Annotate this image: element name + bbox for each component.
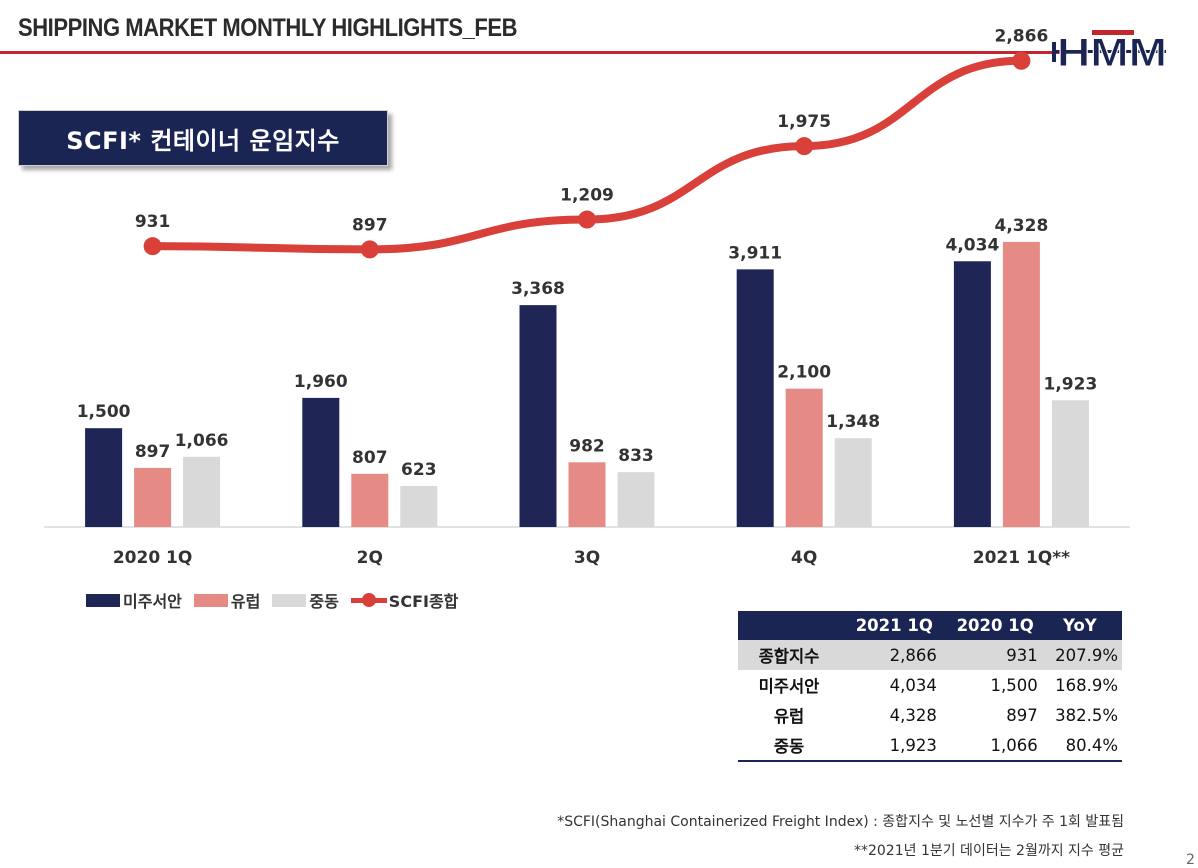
legend-item-scfi: SCFI종합 bbox=[350, 588, 459, 612]
bar-middle-east bbox=[183, 456, 221, 527]
legend-swatch-scfi bbox=[350, 591, 387, 609]
hmm-logo: HMM bbox=[1052, 30, 1168, 76]
x-tick-label: 2021 1Q** bbox=[973, 548, 1070, 568]
table-row: 종합지수 2,866 931 207.9% bbox=[738, 640, 1122, 670]
scfi-point bbox=[360, 240, 379, 259]
bar-us-west bbox=[302, 397, 340, 527]
table-header-2021: 2021 1Q bbox=[840, 611, 941, 640]
legend-swatch-us-west bbox=[86, 593, 120, 607]
legend-label-europe: 유럽 bbox=[230, 592, 261, 611]
bar-europe bbox=[134, 467, 172, 527]
legend-swatch-europe bbox=[193, 593, 228, 607]
bar-europe bbox=[568, 462, 606, 527]
table-header-row: 2021 1Q 2020 1Q YoY bbox=[738, 611, 1122, 640]
row-label: 미주서안 bbox=[758, 677, 820, 696]
table-row: 유럽 4,328 897 382.5% bbox=[738, 700, 1122, 730]
legend-item-europe: 유럽 bbox=[193, 588, 261, 612]
row-label: 중동 bbox=[738, 730, 840, 762]
bar-us-west bbox=[736, 269, 774, 527]
row-label: 유럽 bbox=[773, 707, 805, 726]
row-value-2020: 897 bbox=[1006, 705, 1038, 725]
bar-label-middle-east: 1,348 bbox=[826, 412, 880, 432]
bar-label-us-west: 1,500 bbox=[77, 402, 131, 422]
bar-label-middle-east: 1,923 bbox=[1044, 374, 1098, 394]
row-value-2020: 931 bbox=[940, 640, 1042, 670]
bar-label-europe: 807 bbox=[352, 448, 388, 468]
x-tick-label: 2Q bbox=[357, 548, 383, 568]
bar-europe bbox=[1002, 241, 1040, 527]
legend-item-middle-east: 중동 bbox=[272, 588, 339, 612]
bar-europe bbox=[351, 473, 389, 527]
scfi-label: 1,975 bbox=[777, 112, 831, 132]
footnote-scfi: *SCFI(Shanghai Containerized Freight Ind… bbox=[557, 814, 1124, 830]
bar-middle-east bbox=[617, 472, 655, 527]
bar-middle-east bbox=[1051, 400, 1089, 527]
footnote-2021: **2021년 1분기 데이터는 2월까지 지수 평균 bbox=[853, 843, 1124, 859]
header-divider bbox=[0, 51, 1060, 54]
x-tick-label: 2020 1Q bbox=[113, 548, 193, 568]
legend-item-us-west: 미주서안 bbox=[86, 588, 182, 612]
bar-middle-east bbox=[400, 485, 438, 527]
page-number: 2 bbox=[1186, 852, 1195, 868]
section-title-box: SCFI* 컨테이너 운임지수 bbox=[18, 110, 388, 166]
bar-label-middle-east: 1,066 bbox=[175, 431, 229, 451]
section-title: SCFI* 컨테이너 운임지수 bbox=[66, 126, 340, 155]
report-title: SHIPPING MARKET MONTHLY HIGHLIGHTS_FEB bbox=[18, 14, 518, 42]
row-yoy: 382.5% bbox=[1055, 705, 1118, 725]
bar-label-us-west: 1,960 bbox=[294, 372, 348, 392]
row-yoy: 168.9% bbox=[1055, 675, 1118, 695]
bar-label-middle-east: 623 bbox=[401, 460, 437, 480]
summary-table: 2021 1Q 2020 1Q YoY 종합지수 2,866 931 207.9… bbox=[738, 611, 1122, 762]
legend-label-us-west: 미주서안 bbox=[123, 592, 182, 611]
scfi-label: 2,866 bbox=[995, 27, 1049, 47]
row-value-2021: 4,034 bbox=[889, 675, 937, 695]
table-header-blank bbox=[738, 611, 840, 640]
legend-label-scfi: SCFI종합 bbox=[388, 592, 459, 611]
scfi-line bbox=[148, 56, 1026, 254]
row-label: 종합지수 bbox=[738, 640, 840, 670]
scfi-point bbox=[578, 210, 596, 229]
table-row: 중동 1,923 1,066 80.4% bbox=[738, 730, 1122, 762]
row-value-2021: 2,866 bbox=[840, 640, 941, 670]
bar-label-europe: 982 bbox=[569, 436, 605, 456]
bar-label-us-west: 3,911 bbox=[728, 243, 782, 263]
scfi-point bbox=[1012, 51, 1031, 70]
bar-europe bbox=[785, 388, 823, 527]
bar-label-europe: 897 bbox=[135, 442, 171, 462]
scfi-point bbox=[143, 237, 162, 256]
x-tick-label: 3Q bbox=[574, 548, 600, 568]
scfi-label: 897 bbox=[352, 215, 388, 235]
row-yoy: 80.4% bbox=[1041, 730, 1122, 762]
bar-label-us-west: 4,034 bbox=[946, 235, 1000, 255]
table-header-yoy: YoY bbox=[1041, 611, 1122, 640]
x-tick-label: 4Q bbox=[791, 548, 817, 568]
bar-label-middle-east: 833 bbox=[618, 446, 654, 466]
table-header-2020: 2020 1Q bbox=[940, 611, 1042, 640]
scfi-label: 1,209 bbox=[560, 186, 614, 206]
row-value-2021: 4,328 bbox=[889, 705, 937, 725]
row-yoy: 207.9% bbox=[1041, 640, 1122, 670]
scfi-point bbox=[795, 137, 814, 156]
bar-us-west bbox=[519, 305, 557, 527]
chart-legend: 미주서안 유럽 중동 SCFI종합 bbox=[86, 589, 470, 611]
scfi-label: 931 bbox=[135, 212, 171, 232]
legend-swatch-middle-east bbox=[272, 593, 307, 607]
logo-text: HMM bbox=[1057, 31, 1167, 75]
row-value-2020: 1,066 bbox=[940, 730, 1042, 762]
bar-label-europe: 2,100 bbox=[777, 363, 831, 383]
bar-middle-east bbox=[834, 438, 872, 527]
table-row: 미주서안 4,034 1,500 168.9% bbox=[738, 670, 1122, 700]
row-value-2020: 1,500 bbox=[990, 675, 1038, 695]
bar-label-us-west: 3,368 bbox=[511, 279, 565, 299]
bar-label-europe: 4,328 bbox=[995, 216, 1049, 236]
bar-us-west bbox=[85, 428, 123, 527]
row-value-2021: 1,923 bbox=[840, 730, 941, 762]
legend-label-middle-east: 중동 bbox=[309, 592, 339, 611]
bar-us-west bbox=[953, 261, 991, 527]
